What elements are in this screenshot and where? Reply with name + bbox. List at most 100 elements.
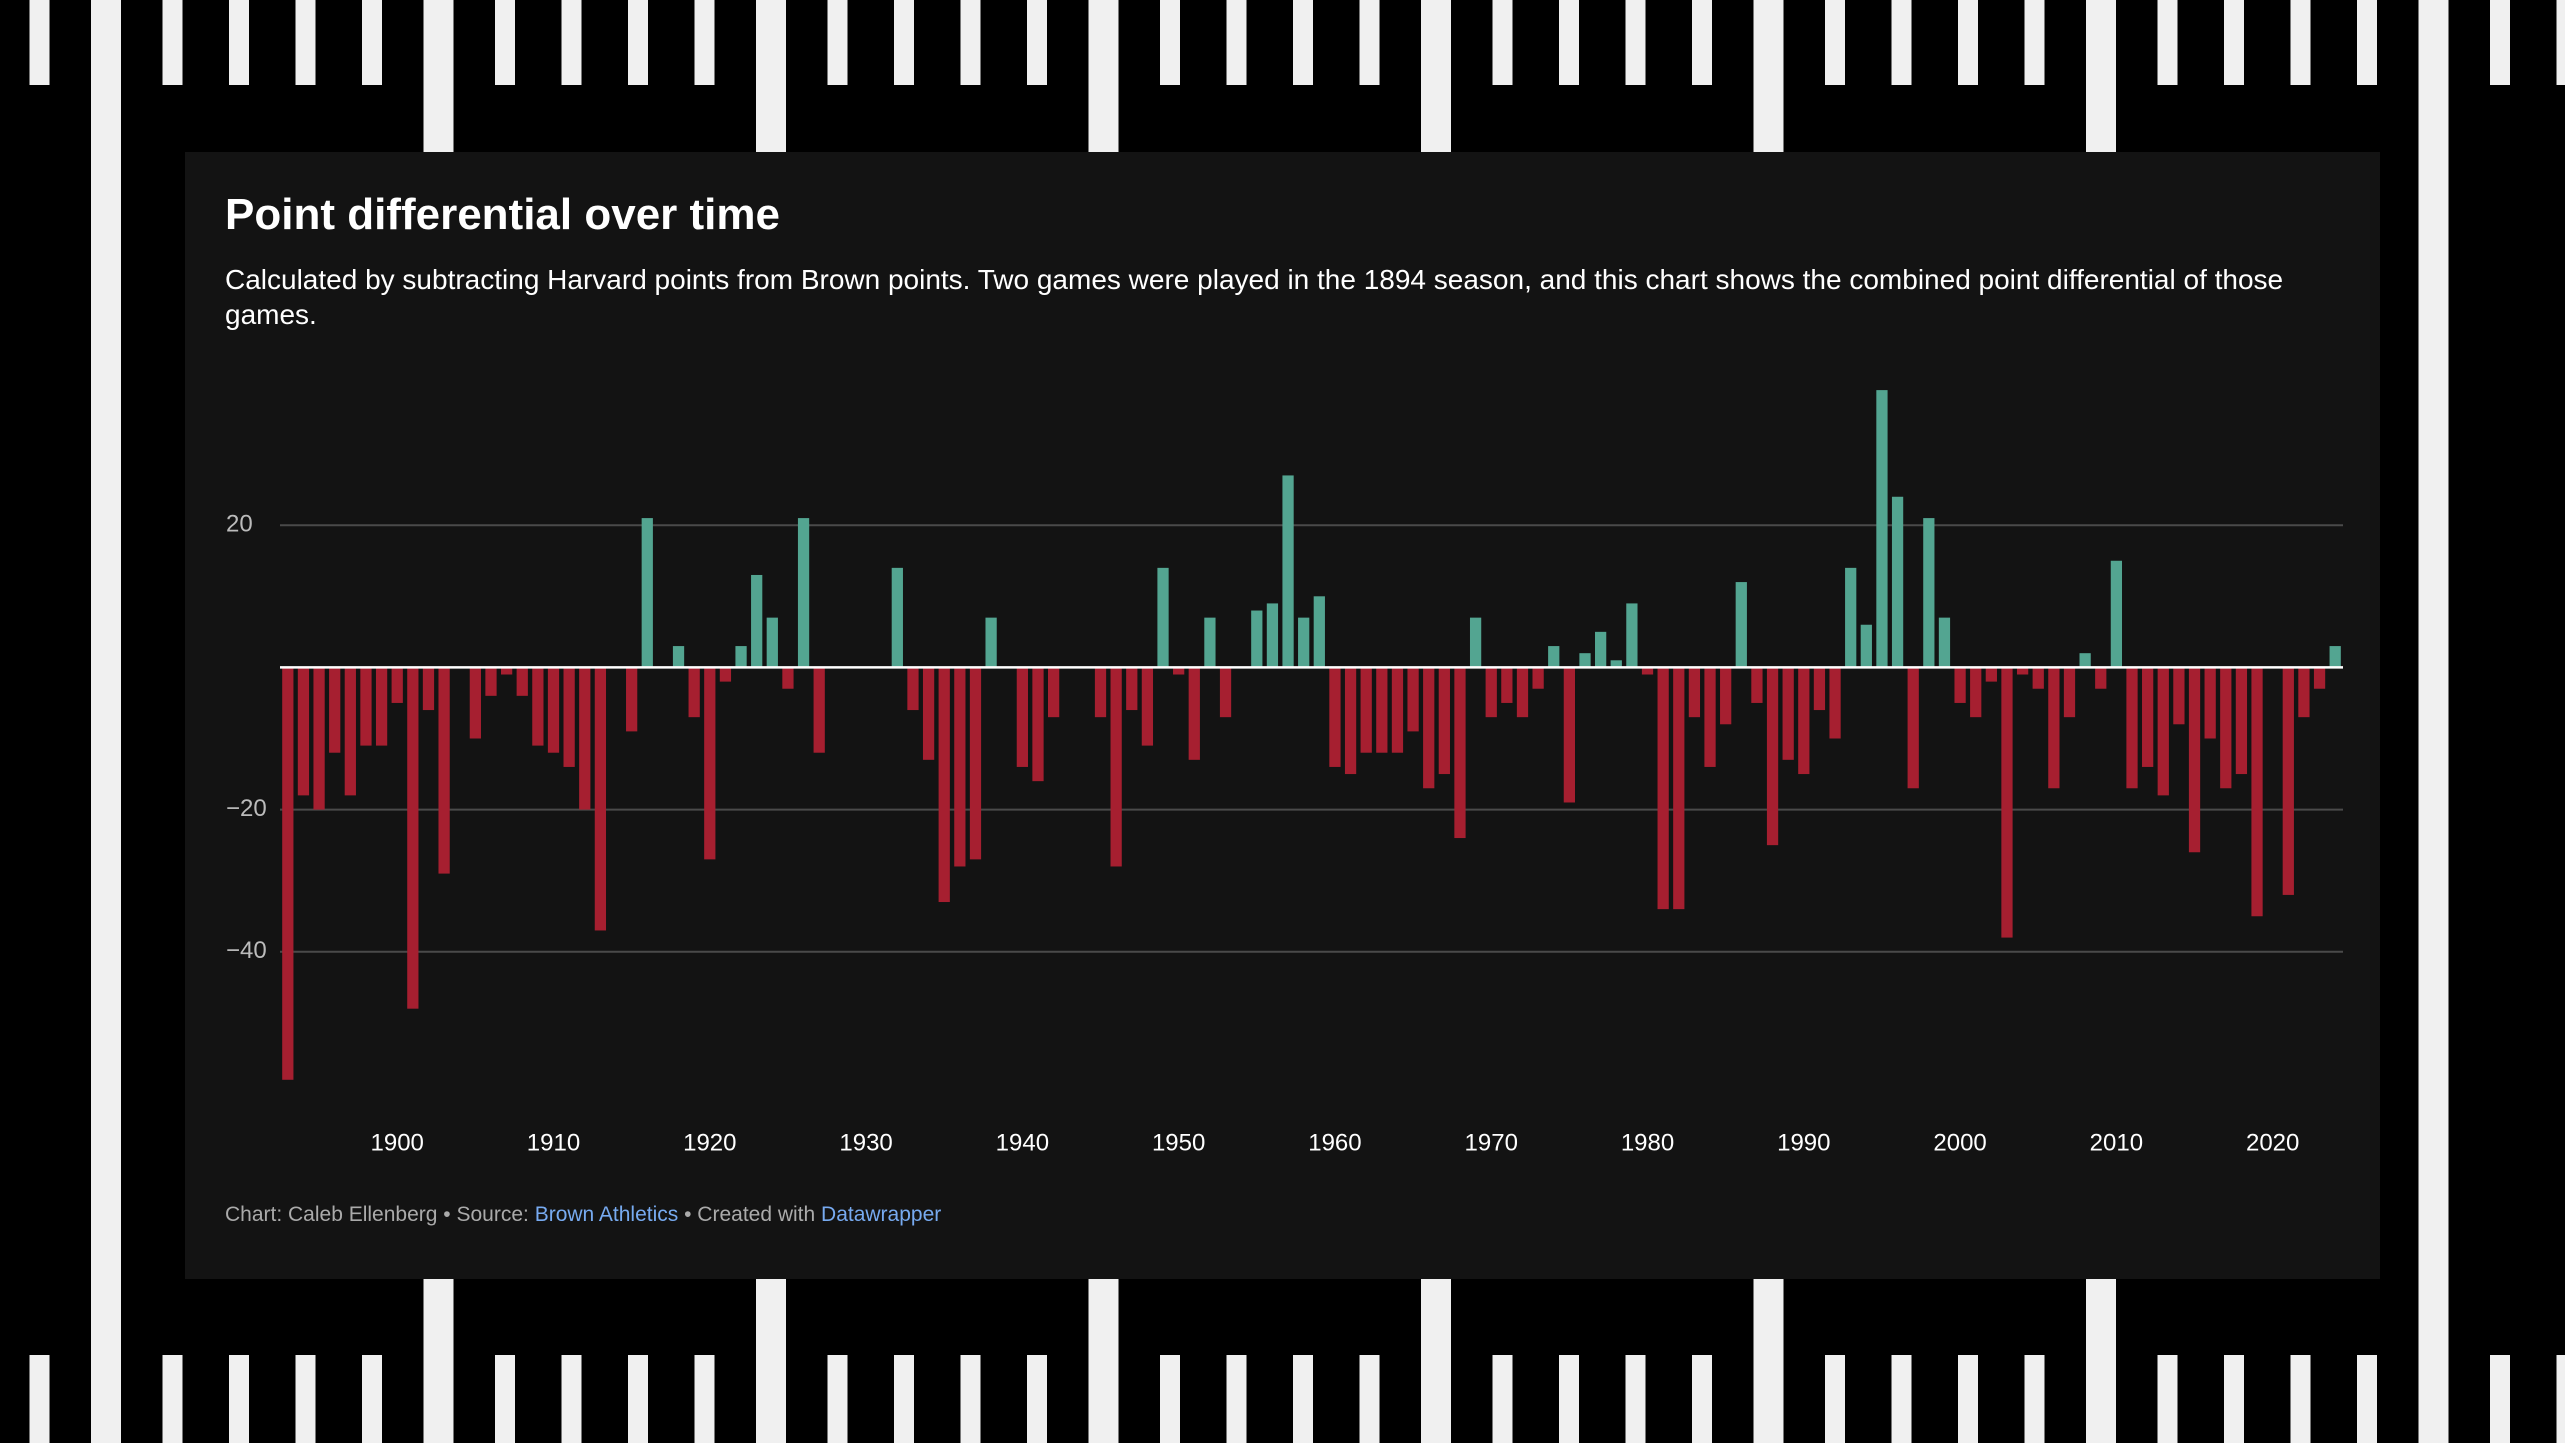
field-sideline	[91, 0, 121, 1443]
field-stripe	[495, 0, 515, 85]
field-stripe	[756, 0, 786, 152]
tool-link[interactable]: Datawrapper	[821, 1203, 942, 1226]
bar	[2235, 667, 2248, 775]
field-stripe	[229, 1355, 249, 1443]
field-stripe	[1088, 0, 1119, 152]
bar	[641, 518, 653, 668]
bar	[391, 667, 403, 703]
x-tick-label: 2000	[1933, 1129, 1986, 1156]
field-stripe	[1359, 1355, 1380, 1443]
bar	[813, 667, 825, 753]
bar	[1391, 667, 1404, 753]
bar	[516, 667, 528, 696]
bar	[1376, 667, 1388, 753]
bar	[2173, 667, 2185, 725]
y-tick-label: −40	[226, 937, 267, 964]
bar	[375, 667, 388, 746]
field-stripe	[1226, 0, 1247, 85]
bar	[1188, 667, 1200, 760]
bar	[985, 617, 997, 668]
field-stripe	[628, 1355, 648, 1443]
bar	[1501, 667, 1513, 703]
bar	[1657, 667, 1669, 910]
x-tick-label: 1920	[683, 1129, 736, 1156]
bar	[1798, 667, 1810, 775]
bar	[1360, 667, 1372, 753]
field-stripe	[2086, 0, 2116, 152]
bar	[1766, 667, 1779, 846]
bar	[922, 667, 935, 760]
bar	[969, 667, 982, 860]
x-tick-label: 1940	[996, 1129, 1049, 1156]
bar	[1344, 667, 1357, 775]
field-stripe	[295, 0, 316, 85]
field-stripe	[1753, 1279, 1784, 1443]
field-stripe	[1891, 0, 1912, 85]
field-stripe	[1753, 0, 1784, 152]
field-stripe	[561, 0, 582, 85]
field-stripe	[1625, 1355, 1646, 1443]
bar	[1469, 617, 1482, 668]
field-stripe	[495, 1355, 515, 1443]
bar	[1204, 617, 1216, 668]
bar	[1329, 667, 1341, 767]
bar	[1641, 667, 1654, 675]
chart-title: Point differential over time	[225, 190, 780, 239]
field-stripe	[1492, 0, 1513, 85]
bar	[1094, 667, 1107, 718]
x-tick-label: 2020	[2246, 1129, 2299, 1156]
bar	[1688, 667, 1701, 718]
field-stripe	[2490, 1355, 2510, 1443]
byline: Chart: Caleb Ellenberg • Source:	[225, 1203, 529, 1226]
bar	[329, 667, 341, 753]
bar	[1438, 667, 1450, 775]
field-stripe	[1825, 1355, 1845, 1443]
bar	[1282, 475, 1294, 668]
field-stripe	[1293, 0, 1313, 85]
bar	[297, 667, 310, 796]
source-link[interactable]: Brown Athletics	[534, 1203, 679, 1226]
bar	[2313, 667, 2326, 689]
field-stripe	[1226, 1355, 1247, 1443]
chart-subtitle: Calculated by subtracting Harvard points…	[225, 264, 2284, 330]
bar	[2095, 667, 2107, 689]
bar	[688, 667, 700, 718]
field-stripe	[1825, 0, 1845, 85]
bar	[1985, 667, 1997, 682]
bar	[1563, 667, 1576, 803]
bar	[2032, 667, 2044, 689]
field-stripe	[694, 0, 715, 85]
bar	[2251, 667, 2263, 917]
bar	[1938, 617, 1951, 668]
field-stripe	[162, 0, 183, 85]
bar	[1032, 667, 1044, 782]
field-stripe	[1958, 0, 1978, 85]
bar	[407, 667, 419, 1009]
field-stripe	[694, 1355, 715, 1443]
y-tick-label: 20	[226, 511, 253, 538]
bar	[1860, 624, 1872, 668]
field-sideline	[2418, 0, 2449, 1443]
bar	[2282, 667, 2294, 895]
bar	[2079, 653, 2091, 668]
bar	[360, 667, 372, 746]
field-stripe	[1160, 1355, 1180, 1443]
bar	[626, 667, 638, 732]
field-stripe	[162, 1355, 183, 1443]
field-stripe	[1559, 1355, 1579, 1443]
bar	[2204, 667, 2216, 739]
field-stripe	[1891, 1355, 1912, 1443]
bar	[891, 567, 903, 668]
field-stripe	[362, 1355, 382, 1443]
bar	[422, 667, 435, 711]
bar	[1735, 582, 1747, 668]
x-tick-label: 1900	[371, 1129, 424, 1156]
bar	[1516, 667, 1529, 718]
field-stripe	[1692, 1355, 1712, 1443]
field-stripe	[827, 0, 848, 85]
field-stripe	[2290, 1355, 2311, 1443]
bar	[438, 667, 450, 874]
bar	[672, 646, 685, 668]
